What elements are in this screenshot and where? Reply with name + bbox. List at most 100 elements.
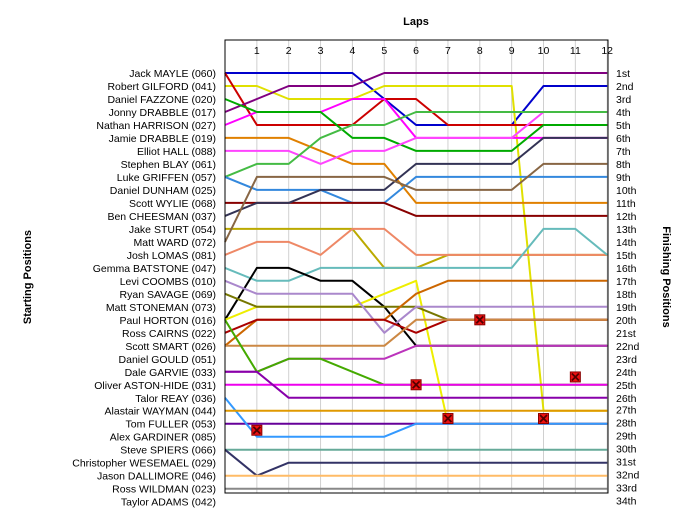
driver-label: Alastair WAYMAN (044) [105, 406, 216, 418]
driver-label: Jason DALLIMORE (046) [97, 471, 216, 483]
series-line [224, 136, 608, 217]
y-axis-right-label: Finishing Positions [660, 226, 672, 327]
driver-label: Paul HORTON (016) [120, 315, 216, 327]
finish-position-label: 25th [616, 380, 637, 392]
retirement-marker [251, 424, 263, 436]
finish-position-label: 27th [616, 404, 637, 416]
finish-position-label: 30th [616, 443, 637, 455]
lap-tick-label: 10 [538, 45, 550, 57]
series-line [224, 111, 608, 178]
lap-tick-label: 6 [413, 45, 419, 57]
driver-label: Alex GARDINER (085) [110, 432, 216, 444]
series-line [225, 72, 608, 126]
driver-label: Jonny DRABBLE (017) [109, 107, 216, 119]
lap-tick-label: 4 [349, 45, 355, 57]
driver-label: Dale GARVIE (033) [125, 367, 216, 379]
finish-position-label: 3rd [616, 94, 631, 106]
lap-tick-label: 1 [254, 45, 260, 57]
series-line [224, 227, 608, 256]
driver-label: Luke GRIFFEN (057) [117, 172, 216, 184]
series-line [224, 448, 608, 477]
lap-tick-label: 11 [570, 45, 581, 57]
gridlines [256, 40, 608, 493]
series-line [224, 175, 608, 204]
driver-label: Matt STONEMAN (073) [106, 302, 216, 314]
finish-position-label: 7th [616, 146, 631, 158]
driver-label: Daniel DUNHAM (025) [110, 185, 216, 197]
driver-label: Robert GILFORD (041) [107, 81, 216, 93]
lap-tick-label: 5 [381, 45, 387, 57]
driver-label: Daniel FAZZONE (020) [107, 94, 216, 106]
finish-position-label: 10th [616, 185, 637, 197]
driver-label: Taylor ADAMS (042) [121, 497, 216, 509]
retirement-markers [251, 314, 581, 436]
finish-position-label: 20th [616, 315, 637, 327]
finish-position-label: 8th [616, 159, 631, 171]
driver-label: Jack MAYLE (060) [129, 68, 216, 80]
retirement-marker [538, 413, 549, 425]
finish-position-label: 28th [616, 417, 637, 429]
finish-position-label: 18th [616, 289, 637, 301]
driver-label: Gemma BATSTONE (047) [93, 263, 216, 275]
finish-position-label: 26th [616, 393, 637, 405]
series-line [224, 227, 608, 282]
driver-label: Jamie DRABBLE (019) [109, 133, 216, 145]
driver-label: Oliver ASTON-HIDE (031) [94, 380, 216, 392]
driver-label: Stephen BLAY (061) [121, 159, 216, 171]
finish-position-label: 2nd [616, 81, 634, 93]
lap-tick-label: 7 [445, 45, 451, 57]
series-line [224, 72, 608, 113]
driver-label: Nathan HARRISON (027) [96, 120, 216, 132]
retirement-marker [410, 379, 422, 391]
driver-label: Josh LOMAS (081) [127, 250, 216, 262]
y-axis-left-label: Starting Positions [22, 230, 34, 324]
finish-position-label: 4th [616, 107, 631, 119]
finish-position-label: 19th [616, 302, 637, 314]
series-line [224, 98, 608, 152]
driver-label: Elliot HALL (088) [137, 146, 216, 158]
finish-position-label: 12th [616, 211, 637, 223]
lap-tick-label: 2 [286, 45, 292, 57]
plot-border [224, 39, 609, 494]
lap-tick-label: 3 [318, 45, 324, 57]
driver-label: Ross CAIRNS (022) [122, 328, 216, 340]
retirement-marker [569, 371, 581, 383]
driver-label: Scott SMART (026) [125, 341, 216, 353]
finish-position-label: 16th [616, 263, 637, 275]
driver-label: Ross WILDMAN (023) [112, 484, 216, 496]
finish-position-label: 5th [616, 120, 631, 132]
driver-label: Steve SPIERS (066) [120, 445, 216, 457]
driver-label: Tom FULLER (053) [126, 419, 216, 431]
finish-position-label: 21st [616, 328, 636, 340]
driver-label: Talor REAY (036) [135, 393, 216, 405]
driver-label: Matt WARD (072) [134, 237, 216, 249]
series-line [225, 136, 608, 204]
finish-position-label: 23rd [616, 354, 637, 366]
driver-label: Christopher WESEMAEL (029) [72, 458, 216, 470]
driver-label: Ryan SAVAGE (069) [120, 289, 216, 301]
finish-position-label: 15th [616, 250, 637, 262]
series-line [225, 318, 608, 347]
retirement-marker [474, 314, 486, 326]
finish-position-label: 9th [616, 172, 631, 184]
lap-tick-label: 12 [601, 45, 613, 57]
finish-position-label: 32nd [616, 469, 640, 481]
driver-label: Levi COOMBS (010) [120, 276, 216, 288]
driver-label: Daniel GOULD (051) [119, 354, 216, 366]
finish-position-label: 11th [616, 198, 636, 210]
series-line [225, 370, 608, 399]
finish-position-label: 24th [616, 367, 637, 379]
series-lines [224, 72, 608, 490]
finish-position-label: 22nd [616, 341, 640, 353]
finish-position-label: 31st [616, 456, 636, 468]
driver-label: Jake STURT (054) [129, 224, 216, 236]
series-line [224, 279, 608, 334]
series-line [224, 162, 608, 243]
finish-position-label: 17th [616, 276, 637, 288]
finish-position-label: 33rd [616, 482, 637, 494]
finish-position-label: 14th [616, 237, 637, 249]
lap-tick-label: 9 [509, 45, 515, 57]
driver-label: Ben CHEESMAN (037) [107, 211, 216, 223]
chart-title: Laps [403, 16, 429, 28]
retirement-marker [442, 413, 454, 425]
